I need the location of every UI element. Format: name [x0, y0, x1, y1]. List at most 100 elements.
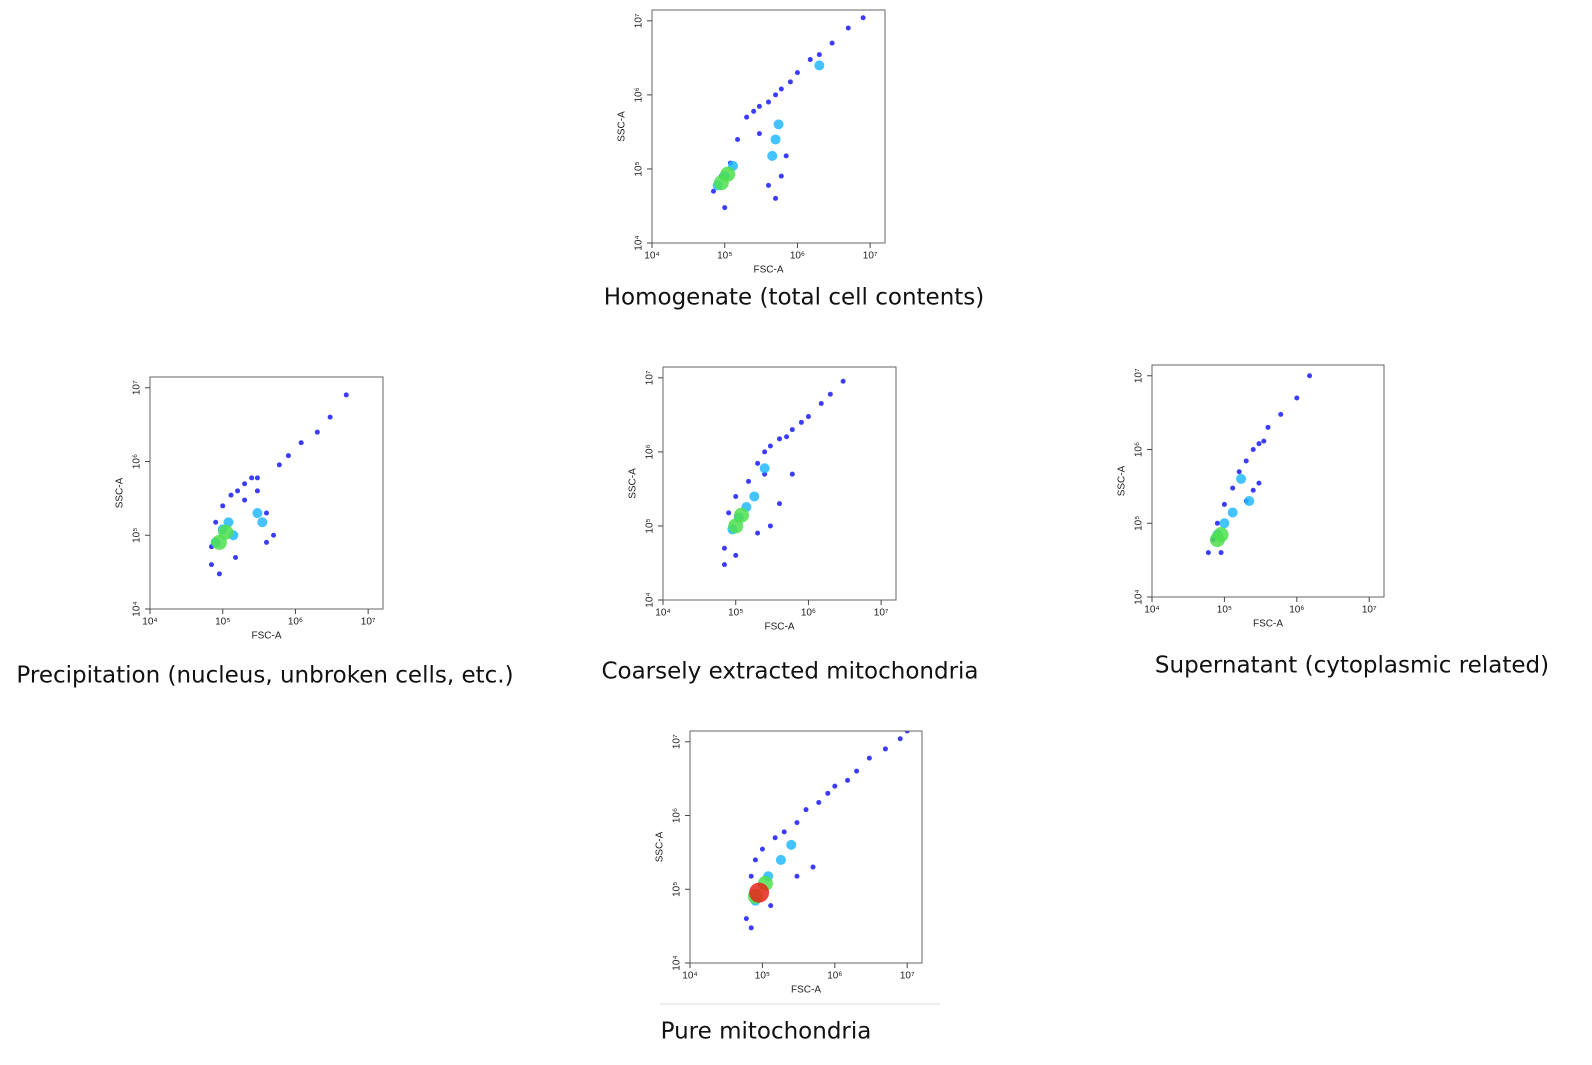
y-tick-label: 10⁴ [672, 955, 683, 970]
point [748, 925, 754, 931]
x-tick-label: 10⁴ [682, 971, 697, 982]
x-tick-label: 10⁶ [801, 608, 816, 619]
point [1244, 496, 1255, 507]
point [722, 205, 728, 211]
caption: Pure mitochondria [661, 1019, 872, 1045]
point [213, 519, 219, 525]
point [778, 173, 784, 179]
point [264, 510, 269, 516]
point [733, 552, 739, 558]
plot: 10⁴ 10⁵ 10⁶ 10⁷ 10⁴ 10⁵ 10⁶ 10⁷ FSC-A SSC-A Precip… [16, 376, 514, 689]
point [257, 517, 268, 528]
points [743, 731, 910, 931]
point [783, 153, 789, 159]
point [803, 807, 809, 813]
point [787, 79, 793, 85]
x-axis-label: FSC-A [765, 622, 795, 633]
point [829, 40, 835, 46]
plot: 10⁴ 10⁵ 10⁶ 10⁷ 10⁴ 10⁵ 10⁶ 10⁷ FSC-A SSC-A Coarse… [601, 366, 979, 685]
y-tick-label: 10⁵ [132, 528, 143, 543]
point [781, 829, 787, 835]
point [794, 873, 800, 879]
y-tick-label: 10⁵ [645, 518, 656, 533]
point [1278, 411, 1284, 417]
point [860, 15, 866, 21]
point [798, 419, 804, 425]
point [726, 510, 732, 516]
point [759, 846, 765, 852]
point [789, 471, 795, 477]
y-axis-label: SSC-A [655, 831, 666, 862]
y-tick-label: 10⁷ [645, 370, 656, 385]
point [749, 882, 770, 903]
y-axis-label: SSC-A [1117, 465, 1128, 496]
x-tick-label: 10⁶ [790, 251, 805, 262]
plot-frame [1151, 364, 1385, 598]
point [816, 52, 822, 58]
y-tick-label: 10⁷ [672, 734, 683, 749]
x-tick-label: 10⁴ [655, 608, 670, 619]
point [773, 119, 784, 130]
point [1236, 473, 1247, 484]
x-tick-label: 10⁷ [863, 251, 878, 262]
point [778, 86, 784, 92]
point [773, 195, 779, 201]
y-tick-label: 10⁴ [645, 592, 656, 607]
point [749, 491, 760, 502]
y-tick-label: 10⁴ [634, 235, 645, 250]
x-tick-label: 10⁴ [1144, 605, 1159, 616]
point [743, 916, 749, 922]
y-tick-label: 10⁷ [132, 380, 143, 395]
y-tick-label: 10⁶ [1134, 442, 1145, 457]
point [1294, 395, 1300, 401]
y-tick-label: 10⁶ [645, 444, 656, 459]
point [755, 460, 761, 466]
point [767, 443, 773, 449]
plot-frame [689, 730, 923, 964]
point [1256, 441, 1262, 447]
point [752, 857, 758, 863]
x-tick-label: 10⁵ [728, 608, 743, 619]
point [1218, 550, 1224, 556]
point [254, 488, 260, 494]
point [818, 401, 824, 407]
point [744, 114, 750, 120]
point [1250, 447, 1256, 453]
point [772, 835, 778, 841]
point [733, 507, 749, 523]
point [228, 492, 234, 498]
points [208, 377, 359, 577]
point [1256, 480, 1262, 486]
plot: 10⁴ 10⁵ 10⁶ 10⁷ 10⁴ 10⁵ 10⁶ 10⁷ FSC-A SSC-A Homoge… [604, 9, 984, 311]
point [1243, 458, 1249, 464]
point [314, 429, 320, 435]
point [249, 475, 255, 481]
point [721, 562, 727, 568]
point [735, 136, 741, 142]
point [271, 532, 277, 538]
x-tick-label: 10⁶ [827, 971, 842, 982]
point [748, 873, 754, 879]
x-tick-label: 10⁴ [644, 251, 659, 262]
x-tick-label: 10⁶ [288, 617, 303, 628]
point [825, 790, 831, 796]
y-tick-label: 10⁶ [634, 87, 645, 102]
point [832, 783, 838, 789]
point [1265, 424, 1271, 430]
x-tick-label: 10⁷ [361, 617, 376, 628]
point [866, 755, 872, 761]
point [1227, 507, 1238, 518]
point [789, 427, 795, 433]
x-axis-label: FSC-A [791, 985, 821, 996]
points [710, 10, 878, 211]
point [298, 440, 304, 446]
x-tick-label: 10⁶ [1289, 605, 1304, 616]
point [343, 392, 349, 398]
point [710, 188, 716, 194]
y-tick-label: 10⁵ [672, 882, 683, 897]
x-axis-label: FSC-A [252, 631, 282, 642]
y-axis-label: SSC-A [628, 468, 639, 499]
plot-frame [651, 9, 886, 244]
point [276, 462, 282, 468]
points [1205, 373, 1313, 556]
